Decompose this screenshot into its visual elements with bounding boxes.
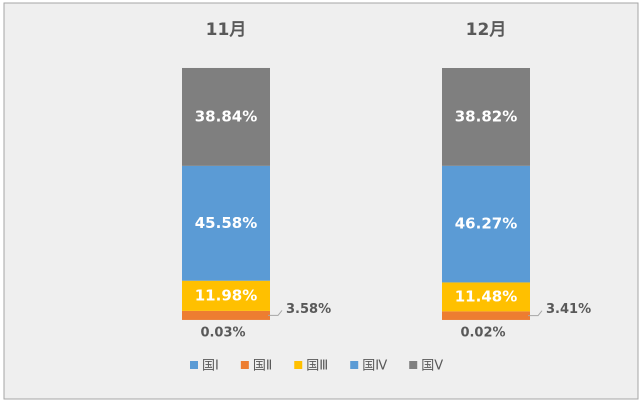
legend-swatch	[350, 361, 359, 369]
value-label: 3.58%	[286, 302, 331, 317]
category-label: 12月	[466, 20, 507, 40]
bar-segment	[442, 68, 530, 166]
bar-segment	[442, 282, 530, 312]
legend-label: 国Ⅴ	[421, 359, 443, 374]
value-label: 38.82%	[455, 107, 517, 125]
legend-label: 国Ⅰ	[202, 359, 219, 374]
value-label: 11.98%	[195, 286, 257, 304]
value-label: 38.84%	[195, 107, 257, 125]
bar-segment	[182, 165, 270, 281]
value-label: 0.03%	[200, 326, 245, 341]
legend-label: 国Ⅱ	[253, 359, 272, 374]
value-label: 0.02%	[460, 326, 505, 341]
bar-segment	[442, 165, 530, 283]
value-label: 45.58%	[195, 214, 257, 232]
bar-segment	[442, 311, 530, 320]
bar-segment	[182, 67, 270, 166]
legend-swatch	[409, 361, 418, 369]
bar-segment	[182, 310, 270, 320]
bar-segment	[182, 280, 270, 311]
value-label: 46.27%	[455, 215, 517, 233]
legend-label: 国Ⅳ	[362, 359, 387, 374]
leader-line	[268, 310, 283, 316]
legend-swatch	[240, 361, 249, 369]
leader-line	[528, 310, 543, 317]
value-label: 11.48%	[455, 287, 517, 305]
legend-label: 国Ⅲ	[306, 359, 328, 374]
legend-swatch	[190, 361, 198, 369]
value-label: 3.41%	[546, 302, 591, 317]
chart-background	[3, 2, 639, 400]
legend-swatch	[294, 361, 303, 369]
category-label: 11月	[206, 20, 247, 40]
